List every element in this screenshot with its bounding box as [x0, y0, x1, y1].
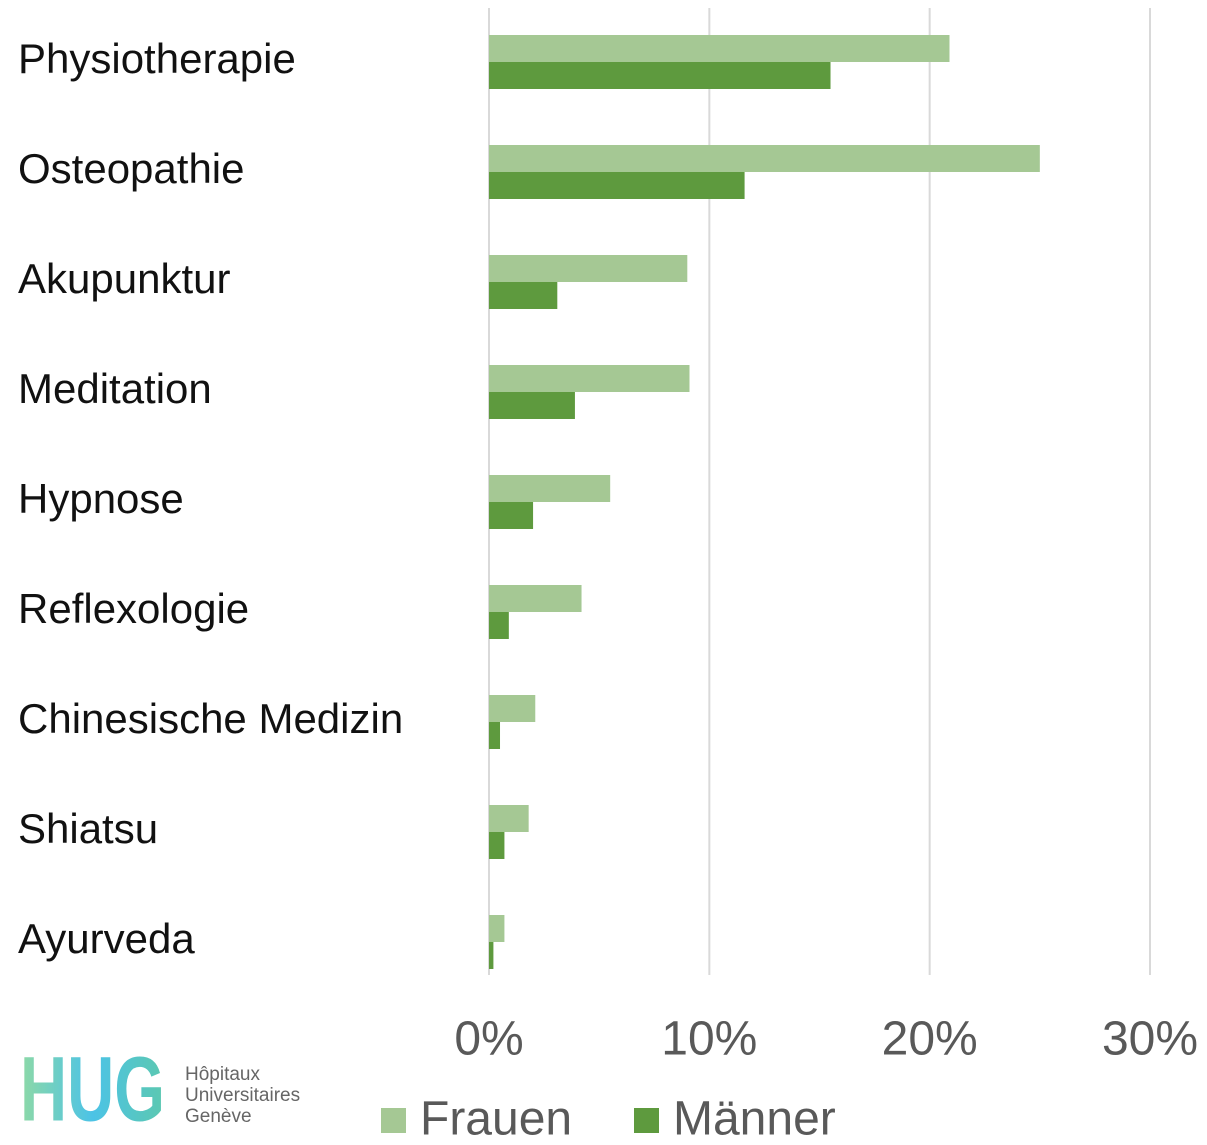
logo-text: Universitaires — [185, 1085, 300, 1106]
bar — [489, 942, 494, 969]
category-label: Physiotherapie — [18, 35, 296, 82]
bar — [489, 35, 950, 62]
logo-mark: HUG — [20, 1038, 165, 1140]
category-label: Osteopathie — [18, 145, 245, 192]
bar — [489, 832, 505, 859]
bar — [489, 365, 690, 392]
logo-text: Genève — [185, 1106, 252, 1127]
category-label: Shiatsu — [18, 805, 158, 852]
x-tick-label: 0% — [454, 1013, 523, 1066]
legend-label: Männer — [673, 1093, 836, 1145]
category-label: Chinesische Medizin — [18, 695, 403, 742]
category-label: Meditation — [18, 365, 212, 412]
category-label: Ayurveda — [18, 915, 195, 962]
category-label: Reflexologie — [18, 585, 249, 632]
bar — [489, 255, 688, 282]
bar — [489, 695, 536, 722]
bar — [489, 282, 558, 309]
category-label: Hypnose — [18, 475, 184, 522]
legend-swatch — [634, 1108, 659, 1133]
x-tick-label: 20% — [882, 1013, 978, 1066]
bar — [489, 502, 534, 529]
x-tick-label: 30% — [1102, 1013, 1198, 1066]
legend-swatch — [381, 1108, 406, 1133]
bar — [489, 722, 501, 749]
bar — [489, 145, 1040, 172]
bar — [489, 62, 831, 89]
bar — [489, 392, 575, 419]
bar — [489, 172, 745, 199]
bar — [489, 612, 509, 639]
bar — [489, 915, 505, 942]
bar — [489, 805, 529, 832]
bar — [489, 475, 611, 502]
category-label: Akupunktur — [18, 255, 230, 302]
legend-label: Frauen — [420, 1093, 572, 1145]
logo-text: Hôpitaux — [185, 1064, 260, 1085]
x-tick-label: 10% — [661, 1013, 757, 1066]
bar — [489, 585, 582, 612]
